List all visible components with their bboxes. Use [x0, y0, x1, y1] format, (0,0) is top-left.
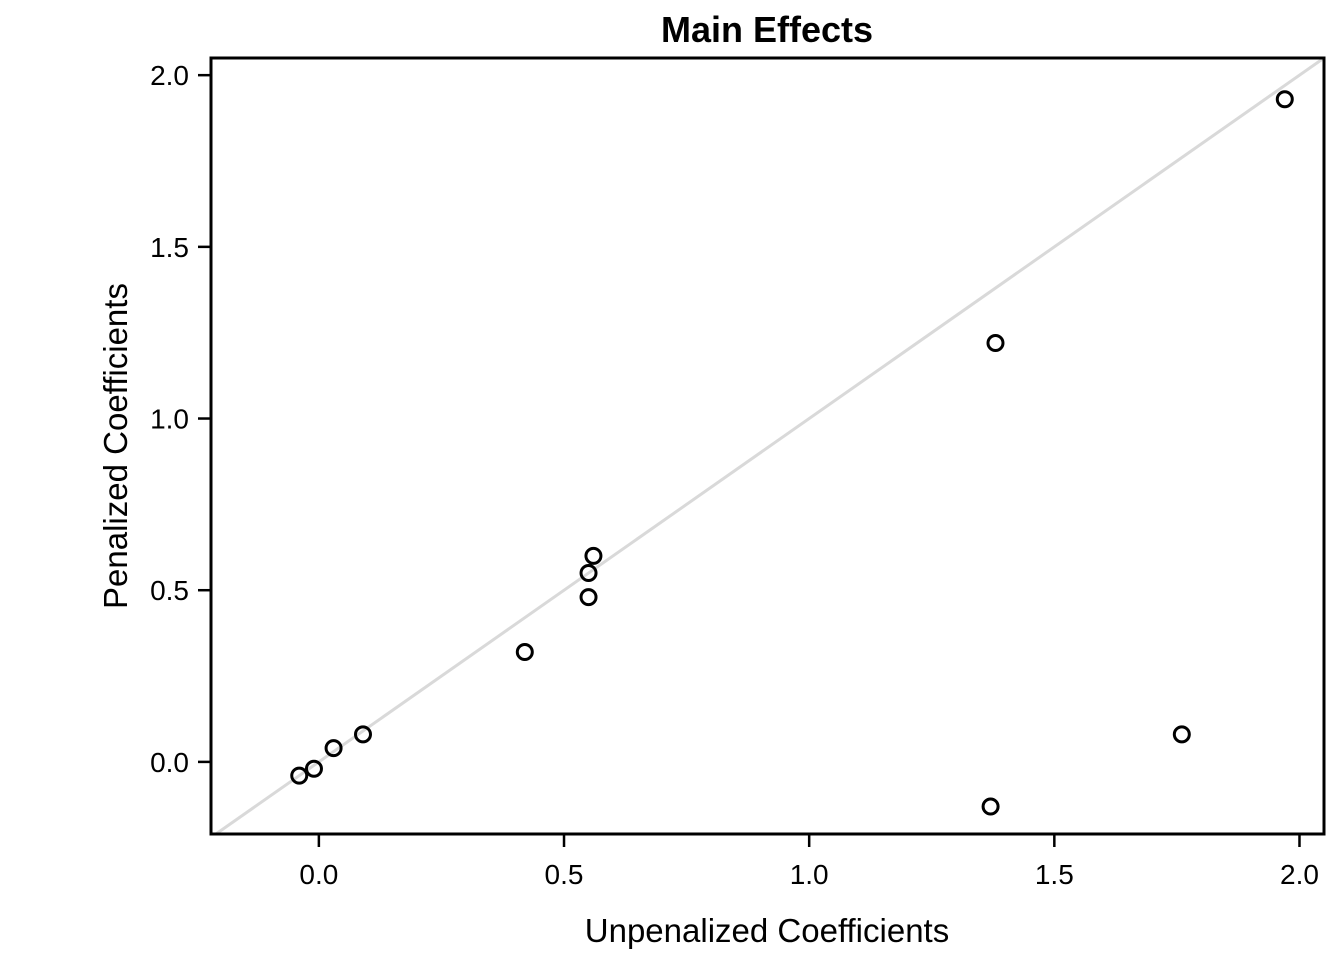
chart-title: Main Effects: [661, 9, 873, 50]
x-tick-label-1: 0.5: [545, 859, 584, 890]
data-point-6: [579, 564, 598, 583]
y-tick-label-0: 0.0: [150, 747, 189, 778]
data-point-3: [324, 739, 343, 758]
x-tick-label-3: 1.5: [1035, 859, 1074, 890]
data-point-8: [579, 588, 598, 607]
x-tick-label-2: 1.0: [790, 859, 829, 890]
data-point-11: [1172, 725, 1191, 744]
y-axis-label: Penalized Coefficients: [97, 283, 134, 609]
data-point-4: [353, 725, 372, 744]
data-point-7: [584, 546, 603, 565]
data-point-12: [1275, 90, 1294, 109]
y-tick-label-1: 0.5: [150, 575, 189, 606]
y-tick-label-4: 2.0: [150, 60, 189, 91]
x-tick-label-4: 2.0: [1280, 859, 1319, 890]
data-point-5: [515, 643, 534, 662]
y-tick-label-2: 1.0: [150, 404, 189, 435]
points-layer: [290, 90, 1294, 816]
reference-line: [215, 56, 1325, 836]
data-point-2: [304, 759, 323, 778]
reference-line-layer: [215, 56, 1325, 836]
data-point-9: [986, 333, 1005, 352]
x-axis-label: Unpenalized Coefficients: [585, 912, 949, 949]
x-axis: 0.0 0.5 1.0 1.5 2.0: [299, 834, 1319, 890]
data-point-1: [290, 766, 309, 785]
y-tick-label-3: 1.5: [150, 232, 189, 263]
y-axis: 0.0 0.5 1.0 1.5 2.0: [150, 60, 211, 778]
x-tick-label-0: 0.0: [299, 859, 338, 890]
data-point-10: [981, 797, 1000, 816]
plot-frame: [209, 56, 1326, 836]
